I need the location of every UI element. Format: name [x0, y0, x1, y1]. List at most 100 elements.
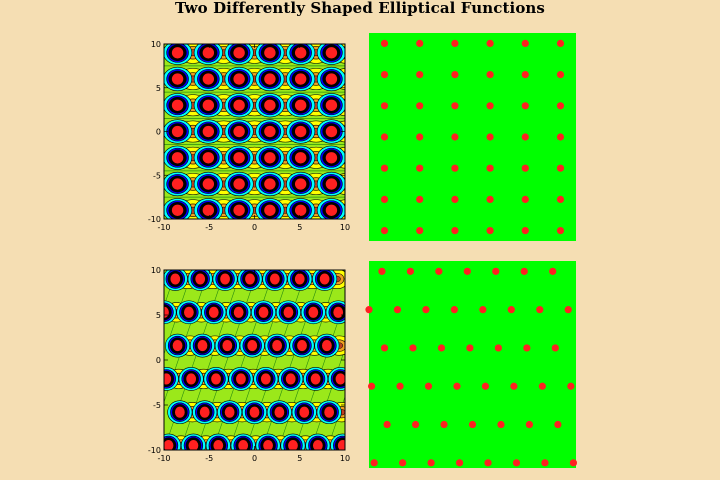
scatter-point: [551, 344, 559, 352]
contour-zero-core: [347, 309, 354, 315]
scatter-point: [486, 227, 494, 235]
contour-pole-red: [294, 273, 305, 285]
scatter-point: [556, 102, 565, 110]
scatter-point: [494, 344, 502, 352]
scatter-point: [451, 39, 459, 48]
contour-pole-red: [171, 204, 184, 216]
contour-pole-red: [294, 204, 307, 216]
contour-pole-red: [299, 406, 310, 418]
contour-pole-red: [184, 306, 194, 318]
contour-pole-red: [171, 73, 184, 85]
scatter-point: [437, 344, 446, 352]
scatter-point: [380, 227, 389, 235]
scatter-point: [451, 133, 459, 141]
contour-pole-red: [312, 439, 323, 450]
contour-pole-red: [264, 47, 276, 59]
scatter-point: [380, 164, 389, 172]
scatter-point: [512, 459, 521, 467]
scatter-point: [409, 344, 417, 352]
scatter-point: [365, 306, 373, 314]
y-tick-label: 10: [151, 40, 161, 49]
contour-pole-red: [294, 152, 307, 164]
contour-pole-red: [195, 273, 206, 285]
scatter-point: [554, 420, 562, 429]
contour-pole-red: [325, 99, 338, 111]
contour-pole-red: [202, 99, 215, 111]
y-tick-label: -10: [148, 446, 161, 455]
scatter-point: [380, 102, 389, 110]
x-tick-label: 0: [252, 223, 257, 232]
scatter-point: [424, 382, 433, 390]
scatter-point: [520, 267, 528, 275]
contour-pole-red: [294, 47, 307, 59]
contour-pole-red: [297, 340, 307, 352]
scatter-point: [479, 306, 487, 314]
contour-pole-red: [310, 373, 321, 385]
contour-pole-red: [171, 178, 184, 190]
y-tick-label: 5: [156, 311, 161, 320]
scatter-point: [383, 420, 391, 429]
contour-pole-red: [325, 204, 338, 216]
scatter-point: [380, 195, 389, 203]
scatter-point: [416, 39, 424, 48]
contour-band-line: [83, 270, 144, 450]
contour-pole-red: [319, 273, 330, 285]
scatter-point: [564, 306, 572, 314]
scatter-point: [556, 195, 565, 203]
scatter-point: [466, 344, 474, 352]
contour-pole-red: [202, 152, 215, 164]
contour-pole-red: [247, 340, 258, 352]
scatter-point: [510, 382, 518, 390]
contour-band-line: [1, 270, 62, 450]
contour-pole-red: [308, 306, 319, 318]
contour-pole-red: [238, 439, 249, 450]
scatter-point: [521, 227, 529, 235]
contour-band-line: [164, 270, 193, 356]
contour-band-line: [66, 270, 127, 450]
x-tick-label: 10: [340, 454, 350, 463]
contour-pole-red: [202, 73, 215, 85]
contour-pole-red: [170, 273, 181, 285]
y-tick-label: 10: [151, 266, 161, 275]
scatter-point: [484, 459, 492, 467]
contour-pole-red: [325, 152, 338, 164]
scatter-point: [521, 71, 529, 79]
scatter-point: [507, 306, 515, 314]
scatter-point: [556, 164, 565, 172]
contour-pole-red: [233, 178, 245, 190]
scatter-point: [497, 420, 505, 429]
contour-pole-red: [264, 152, 276, 164]
contour-pole-red: [324, 406, 335, 418]
contour-pole-red: [333, 306, 344, 318]
contour-plot-3: -10 -5 0 5 10 -10 -5 0 5 10: [1, 266, 354, 463]
scatter-point: [486, 39, 494, 48]
scatter-plot-4: [365, 261, 578, 468]
scatter-point: [521, 164, 529, 172]
contour-pole-red: [294, 125, 307, 138]
contour-pole-red: [202, 178, 215, 190]
scatter-point: [406, 267, 414, 275]
contour-pole-red: [220, 273, 230, 285]
contour-pole-red: [233, 204, 245, 216]
contour-pole-red: [264, 178, 276, 190]
contour-pole-red: [208, 306, 219, 318]
contour-pole-red: [171, 125, 184, 138]
scatter-point: [427, 459, 435, 467]
y-tick-label: 0: [156, 128, 161, 137]
x-tick-label: 5: [297, 454, 302, 463]
scatter-point: [380, 39, 389, 48]
scatter-point: [453, 382, 461, 390]
y-tick-label: -10: [148, 215, 161, 224]
contour-pole-red: [274, 406, 285, 418]
scatter-point: [451, 164, 459, 172]
scatter-point: [411, 420, 420, 429]
contour-pole-red: [202, 125, 215, 138]
contour-pole-red: [171, 99, 184, 111]
contour-pole-red: [222, 340, 233, 352]
contour-pole-red: [186, 373, 197, 385]
scatter-point: [556, 133, 565, 141]
contour-pole-red: [249, 406, 260, 418]
scatter-point: [541, 459, 549, 467]
x-tick-label: -10: [157, 454, 170, 463]
contour-pole-red: [325, 47, 338, 59]
